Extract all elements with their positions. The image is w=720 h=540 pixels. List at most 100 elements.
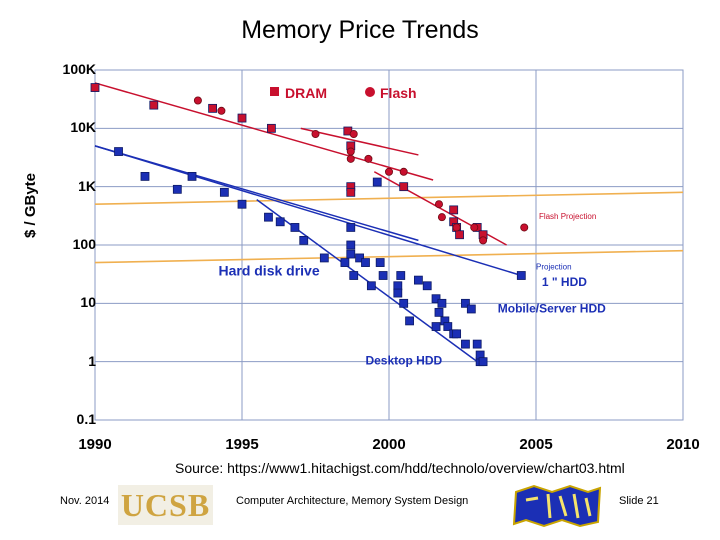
data-point-hdd	[431, 322, 441, 331]
page-title: Memory Price Trends	[241, 16, 479, 44]
data-point-flash	[399, 167, 408, 176]
parhami-logo	[508, 478, 606, 530]
data-point-hdd	[219, 187, 229, 197]
data-point-hdd	[393, 281, 403, 291]
data-point-flash	[311, 129, 320, 138]
data-point-hdd	[399, 298, 409, 308]
data-point-hdd	[187, 171, 197, 181]
data-point-flash	[346, 147, 355, 156]
grid-layer	[94, 69, 684, 421]
data-point-dram	[237, 113, 247, 123]
data-point-dram	[399, 182, 409, 192]
trend-line	[94, 145, 522, 277]
chart-annotation: 1 " HDD	[542, 275, 587, 289]
data-point-flash	[434, 200, 443, 209]
y-tick-label: 100K	[62, 61, 96, 77]
data-point-hdd	[461, 298, 470, 308]
data-point-hdd	[516, 271, 526, 280]
data-point-hdd	[299, 235, 309, 245]
data-point-hdd	[413, 275, 423, 285]
data-point-hdd	[361, 258, 370, 267]
data-point-flash	[470, 223, 479, 232]
y-tick-label: 10K	[70, 119, 96, 136]
footer-date: Nov. 2014	[60, 495, 110, 507]
points-layer	[90, 83, 529, 367]
x-tick-label: 2000	[372, 436, 406, 453]
y-tick-label: 1	[88, 352, 96, 369]
legend-marker-flash	[365, 87, 375, 97]
data-point-hdd	[114, 147, 123, 156]
data-point-hdd	[431, 294, 441, 304]
data-point-dram	[208, 103, 218, 113]
ucsb-logo: UCSB	[118, 485, 213, 525]
data-point-hdd	[346, 223, 356, 232]
data-point-hdd	[264, 212, 273, 222]
data-point-dram	[455, 230, 464, 240]
legend-label: DRAM	[285, 85, 327, 101]
data-point-dram	[449, 205, 459, 215]
data-point-hdd	[472, 339, 482, 349]
data-point-hdd	[172, 184, 182, 194]
data-point-hdd	[340, 258, 350, 267]
data-point-flash	[193, 96, 202, 105]
x-tick-label: 2005	[519, 436, 553, 453]
data-point-dram	[90, 83, 100, 92]
chart-annotation: Flash Projection	[539, 212, 596, 221]
x-tick-label: 2010	[666, 436, 700, 453]
data-point-hdd	[319, 253, 329, 263]
data-point-hdd	[237, 199, 247, 209]
data-point-hdd	[434, 307, 444, 317]
x-tick-label: 1990	[78, 436, 112, 453]
data-point-flash	[384, 167, 393, 176]
data-point-hdd	[405, 316, 414, 326]
data-point-hdd	[355, 253, 365, 263]
data-point-hdd	[140, 171, 150, 181]
x-tick-label: 1995	[225, 436, 259, 453]
trend-lines-layer	[94, 82, 684, 363]
annotation-layer: Hard disk drive 1 " HDD Mobile/Server HDD D…	[218, 212, 606, 367]
footer-course: Computer Architecture, Memory System Des…	[236, 495, 469, 507]
reference-line	[94, 191, 684, 206]
data-point-hdd	[366, 281, 376, 291]
data-point-hdd	[466, 304, 476, 314]
data-point-hdd	[372, 177, 382, 187]
y-tick-label: 0.1	[76, 411, 96, 427]
legend: DRAM Flash	[270, 85, 417, 101]
data-point-dram	[149, 100, 159, 110]
chart-annotation: Mobile/Server HDD	[498, 301, 606, 315]
data-point-hdd	[346, 249, 356, 259]
data-point-flash	[520, 223, 529, 232]
trend-line	[94, 82, 434, 181]
trend-line	[256, 199, 478, 363]
data-point-hdd	[478, 357, 488, 367]
y-tick-label: 1K	[78, 177, 96, 194]
data-point-dram	[266, 123, 276, 133]
data-point-hdd	[422, 281, 432, 291]
data-point-hdd	[375, 258, 385, 267]
data-point-hdd	[346, 240, 356, 250]
data-point-flash	[452, 223, 461, 232]
data-point-hdd	[396, 271, 406, 280]
reference-line	[94, 249, 684, 264]
data-point-flash	[346, 154, 355, 163]
data-point-hdd	[461, 339, 470, 349]
data-point-flash	[217, 106, 226, 115]
data-point-hdd	[443, 322, 453, 331]
chart-annotation: Projection	[536, 263, 572, 272]
data-point-dram	[346, 187, 356, 197]
data-point-hdd	[349, 271, 359, 280]
chart-annotation: Hard disk drive	[218, 263, 319, 279]
data-point-hdd	[393, 288, 403, 298]
chart-annotation: Desktop HDD	[365, 353, 442, 367]
data-point-hdd	[275, 217, 285, 227]
data-point-hdd	[290, 223, 300, 232]
legend-marker-dram	[270, 87, 279, 96]
legend-label: Flash	[380, 85, 417, 101]
y-tick-label: 10	[80, 294, 96, 311]
data-point-flash	[364, 154, 373, 163]
data-point-hdd	[378, 271, 388, 280]
data-point-flash	[349, 129, 358, 138]
y-axis-label: $ / GByte	[22, 172, 39, 238]
source-note: Source: https://www1.hitachigst.com/hdd/…	[175, 460, 625, 476]
